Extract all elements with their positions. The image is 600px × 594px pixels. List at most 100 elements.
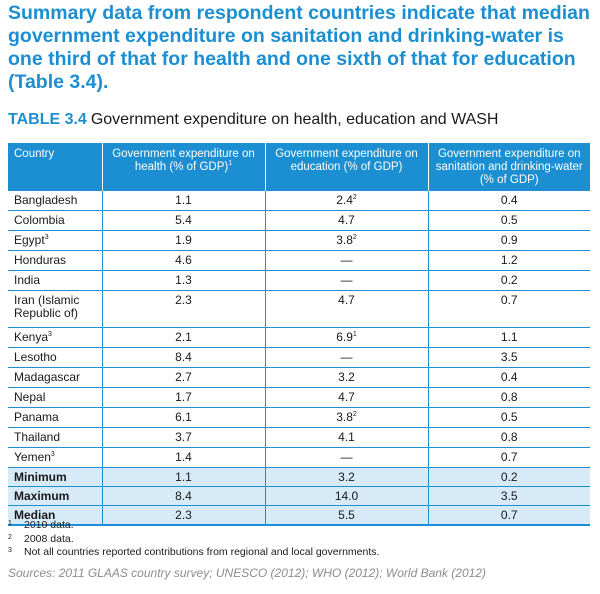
cell-education: — bbox=[264, 250, 428, 271]
table-row: Egypt3 1.9 3.82 0.9 bbox=[8, 230, 590, 251]
table-row: Panama 6.1 3.82 0.5 bbox=[8, 407, 590, 428]
cell-wash: 3.5 bbox=[427, 486, 590, 506]
cell-education-value: 5.5 bbox=[338, 507, 355, 522]
footnote-text: 2010 data. bbox=[24, 519, 74, 531]
cell-wash: 3.5 bbox=[427, 347, 590, 368]
cell-health-value: 1.7 bbox=[175, 390, 192, 404]
cell-education-value: 3.2 bbox=[338, 370, 355, 384]
summary-row: Minimum 1.1 3.2 0.2 bbox=[8, 467, 590, 487]
cell-education-footnote-mark: 2 bbox=[352, 194, 357, 201]
footnotes: 1 2010 data. 2 2008 data. 3 Not all countries… bbox=[8, 519, 379, 560]
cell-wash: 0.2 bbox=[427, 270, 590, 291]
cell-health-value: 1.1 bbox=[175, 193, 192, 207]
cell-country-footnote-mark: 3 bbox=[44, 234, 49, 241]
header-health-label: Government expenditure on health (% of G… bbox=[112, 148, 255, 173]
cell-health-value: 8.4 bbox=[175, 488, 192, 503]
cell-education-value: 4.7 bbox=[338, 213, 355, 227]
cell-health: 2.1 bbox=[101, 327, 265, 348]
cell-health-value: 2.3 bbox=[175, 293, 192, 307]
table-number: TABLE 3.4 bbox=[8, 111, 87, 128]
cell-education: 4.7 bbox=[264, 210, 428, 231]
cell-wash-value: 0.4 bbox=[500, 193, 518, 207]
header-wash: Government expenditure on sanitation and… bbox=[427, 143, 590, 191]
cell-health: 1.1 bbox=[101, 467, 265, 487]
footnote: 1 2010 data. bbox=[8, 519, 379, 533]
cell-wash-value: 0.7 bbox=[500, 507, 518, 522]
cell-health: 1.9 bbox=[101, 230, 265, 251]
cell-health-value: 1.3 bbox=[175, 273, 192, 287]
cell-country-footnote-mark: 3 bbox=[50, 451, 55, 458]
cell-country: Iran (Islamic Republic of) bbox=[8, 290, 102, 328]
cell-health-value: 2.3 bbox=[175, 507, 192, 522]
cell-country: Yemen3 bbox=[8, 447, 102, 468]
cell-country: Thailand bbox=[8, 427, 102, 448]
cell-education-value: 2.4 bbox=[336, 193, 353, 207]
cell-summary-label: Maximum bbox=[8, 486, 102, 506]
cell-wash: 1.1 bbox=[427, 327, 590, 348]
table-header-row: Country Government expenditure on health… bbox=[8, 143, 590, 191]
cell-summary-label-value: Median bbox=[14, 507, 56, 522]
cell-health-value: 2.7 bbox=[175, 370, 192, 384]
cell-summary-label: Median bbox=[8, 505, 102, 526]
cell-wash-value: 0.5 bbox=[500, 410, 518, 424]
cell-health: 1.4 bbox=[101, 447, 265, 468]
cell-health-value: 5.4 bbox=[175, 213, 192, 227]
cell-country-value: Honduras bbox=[14, 253, 67, 267]
table-row: Honduras 4.6 — 1.2 bbox=[8, 250, 590, 271]
cell-country: Nepal bbox=[8, 387, 102, 408]
cell-education: 3.82 bbox=[264, 230, 428, 251]
cell-country-value: Panama bbox=[14, 410, 59, 424]
table-title: TABLE 3.4 Government expenditure on healt… bbox=[8, 111, 498, 129]
cell-education: 4.7 bbox=[264, 387, 428, 408]
cell-education-value: 3.2 bbox=[338, 469, 355, 484]
cell-education: — bbox=[264, 270, 428, 291]
cell-country-value: India bbox=[14, 273, 41, 287]
cell-country-value: Colombia bbox=[14, 213, 65, 227]
cell-education-value: 4.7 bbox=[338, 390, 355, 404]
cell-health: 2.7 bbox=[101, 367, 265, 388]
cell-wash-value: 0.9 bbox=[500, 233, 518, 247]
cell-health: 5.4 bbox=[101, 210, 265, 231]
cell-wash-value: 3.5 bbox=[500, 350, 518, 364]
cell-education: — bbox=[264, 447, 428, 468]
cell-country: Panama bbox=[8, 407, 102, 428]
cell-health-value: 2.1 bbox=[175, 330, 192, 344]
cell-education: 4.1 bbox=[264, 427, 428, 448]
cell-health: 8.4 bbox=[101, 486, 265, 506]
cell-country: India bbox=[8, 270, 102, 291]
cell-health: 2.3 bbox=[101, 505, 265, 526]
cell-health: 8.4 bbox=[101, 347, 265, 368]
cell-country: Kenya3 bbox=[8, 327, 102, 348]
cell-country-value: Madagascar bbox=[14, 370, 81, 384]
cell-health-value: 1.4 bbox=[175, 450, 192, 464]
cell-wash: 0.4 bbox=[427, 191, 590, 211]
summary-row: Median 2.3 5.5 0.7 bbox=[8, 505, 590, 526]
sources-note: Sources: 2011 GLAAS country survey; UNES… bbox=[8, 566, 486, 580]
cell-wash: 0.2 bbox=[427, 467, 590, 487]
header-country: Country bbox=[8, 143, 102, 191]
footnote-text: Not all countries reported contributions… bbox=[24, 546, 380, 558]
cell-wash: 0.8 bbox=[427, 387, 590, 408]
cell-wash: 0.4 bbox=[427, 367, 590, 388]
footnote-mark: 2 bbox=[8, 533, 12, 541]
cell-education: 3.2 bbox=[264, 367, 428, 388]
table-row: Lesotho 8.4 — 3.5 bbox=[8, 347, 590, 368]
table-row: Bangladesh 1.1 2.42 0.4 bbox=[8, 191, 590, 211]
footnote-mark: 3 bbox=[8, 547, 12, 554]
cell-wash-value: 0.8 bbox=[500, 390, 518, 404]
cell-country-value: Bangladesh bbox=[14, 193, 78, 207]
cell-health: 2.3 bbox=[101, 290, 265, 328]
table-row: Thailand 3.7 4.1 0.8 bbox=[8, 427, 590, 448]
table-row: Madagascar 2.7 3.2 0.4 bbox=[8, 367, 590, 388]
cell-country-value: Yemen bbox=[14, 450, 51, 464]
header-health-footnote-mark: 1 bbox=[228, 160, 233, 167]
cell-health-value: 1.9 bbox=[175, 233, 192, 247]
cell-country-value: Lesotho bbox=[14, 350, 57, 364]
cell-wash: 0.5 bbox=[427, 210, 590, 231]
cell-health-value: 8.4 bbox=[175, 350, 192, 364]
expenditure-table: Country Government expenditure on health… bbox=[8, 143, 590, 526]
cell-education: 3.82 bbox=[264, 407, 428, 428]
header-health: Government expenditure on health (% of G… bbox=[101, 143, 265, 191]
table-row: Iran (Islamic Republic of) 2.3 4.7 0.7 bbox=[8, 290, 590, 328]
table-row: Nepal 1.7 4.7 0.8 bbox=[8, 387, 590, 408]
